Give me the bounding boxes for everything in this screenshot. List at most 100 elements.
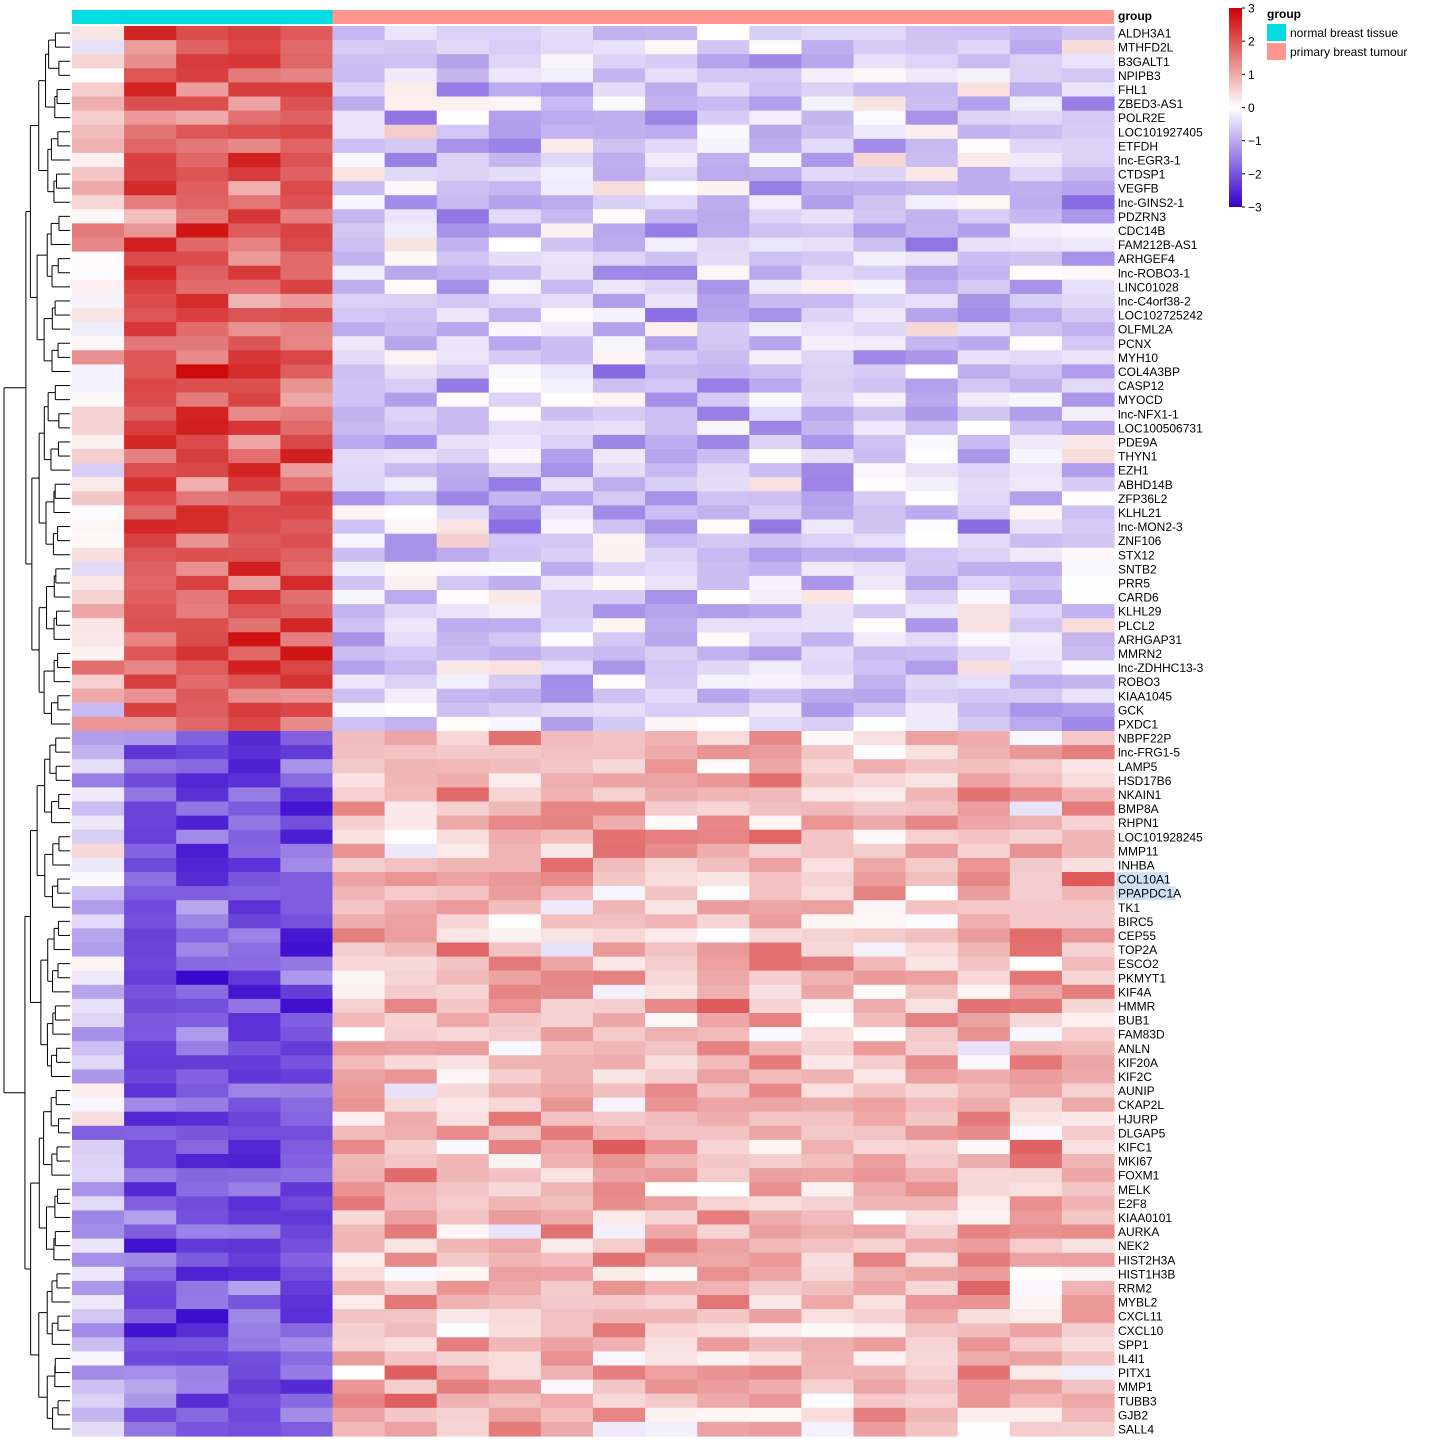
gene-label: lnc-FRG1-5 [1118,746,1180,760]
heatmap-cell [645,167,698,182]
heatmap-cell [540,815,594,831]
heatmap-cell [280,378,334,394]
heatmap-cell [384,604,438,619]
heatmap-cell [801,1295,855,1310]
heatmap-cell [72,1027,125,1042]
heatmap-cell [124,1266,177,1282]
group-legend-swatch [1267,43,1286,60]
heatmap-cell [1009,392,1063,408]
heatmap-cell [436,900,490,915]
heatmap-cell [905,167,959,182]
heatmap-cell [332,1295,386,1310]
heatmap-cell [488,181,542,196]
color-scale-tick-label: −2 [1248,167,1262,181]
heatmap-cell [1009,237,1063,253]
heatmap-cell [228,632,281,647]
heatmap-cell [801,914,855,929]
heatmap-cell [488,604,542,619]
heatmap-cell [1061,1252,1115,1268]
heatmap-cell [124,1097,177,1113]
heatmap-cell [593,463,646,478]
heatmap-cell [124,1196,177,1211]
heatmap-cell [645,449,698,464]
heatmap-cell [384,336,438,351]
heatmap-cell [593,350,646,365]
heatmap-cell [593,829,646,845]
heatmap-cell [488,223,542,239]
heatmap-cell [1009,223,1063,239]
heatmap-cell [124,688,177,704]
gene-label: HSD17B6 [1118,774,1172,788]
heatmap-cell [801,942,855,958]
heatmap-cell [1061,970,1115,986]
heatmap-cell [1061,167,1115,182]
gene-label: SPP1 [1118,1338,1149,1352]
heatmap-cell [280,998,334,1014]
heatmap-cell [749,970,802,986]
heatmap-cell [384,1280,438,1296]
heatmap-cell [957,392,1011,408]
heatmap-cell [1009,1027,1063,1042]
heatmap-cell [124,167,177,182]
heatmap-cell [124,68,177,83]
heatmap-cell [1061,1041,1115,1056]
heatmap-cell [488,702,542,718]
gene-label: lnc-NFX1-1 [1118,407,1179,421]
heatmap-cell [593,406,646,422]
heatmap-cell [228,1365,281,1381]
heatmap-cell [749,378,802,394]
heatmap-cell [1061,998,1115,1014]
gene-label: DLGAP5 [1118,1126,1166,1140]
heatmap-cell [957,1421,1011,1437]
heatmap-cell [384,1379,438,1395]
heatmap-cell [124,491,177,506]
heatmap-cell [540,984,594,1000]
heatmap-cell [332,1196,386,1211]
heatmap-cell [540,928,594,944]
group-legend-label: primary breast tumour [1290,45,1407,59]
heatmap-cell [1061,547,1115,563]
heatmap-cell [540,336,594,351]
color-scale-tick-label: 3 [1248,2,1255,16]
heatmap-cell [540,674,594,690]
heatmap-cell [853,209,907,224]
heatmap-cell [280,900,334,915]
heatmap-cell [957,1337,1011,1352]
heatmap-cell [957,1407,1011,1423]
heatmap-cell [645,1266,698,1282]
heatmap-cell [436,1027,490,1042]
heatmap-cell [957,265,1011,281]
heatmap-cell [332,1041,386,1056]
heatmap-cell [436,1083,490,1099]
heatmap-cell [645,815,698,831]
heatmap-cell [72,900,125,915]
heatmap-cell [1061,350,1115,365]
heatmap-cell [332,843,386,859]
heatmap-cell [228,787,281,803]
heatmap-cell [853,1238,907,1254]
heatmap-cell [124,1393,177,1409]
heatmap-cell [280,1295,334,1310]
heatmap-cell [645,40,698,55]
heatmap-cell [801,82,855,98]
heatmap-cell [332,336,386,351]
heatmap-cell [332,364,386,380]
heatmap-cell [645,1182,698,1197]
gene-label: AURKA [1118,1225,1159,1239]
heatmap-cell [384,350,438,365]
heatmap-cell [228,279,281,295]
heatmap-cell [645,1168,698,1183]
heatmap-cell [697,1041,750,1056]
heatmap-cell [540,829,594,845]
heatmap-cell [540,702,594,718]
heatmap-cell [488,1337,542,1352]
heatmap-cell [853,956,907,972]
heatmap-cell [228,96,281,112]
heatmap-cell [124,1125,177,1141]
heatmap-cell [645,998,698,1014]
heatmap-cell [801,646,855,662]
heatmap-cell [749,1125,802,1141]
heatmap-cell [905,857,959,873]
heatmap-cell [176,1111,229,1127]
heatmap-cell [280,984,334,1000]
